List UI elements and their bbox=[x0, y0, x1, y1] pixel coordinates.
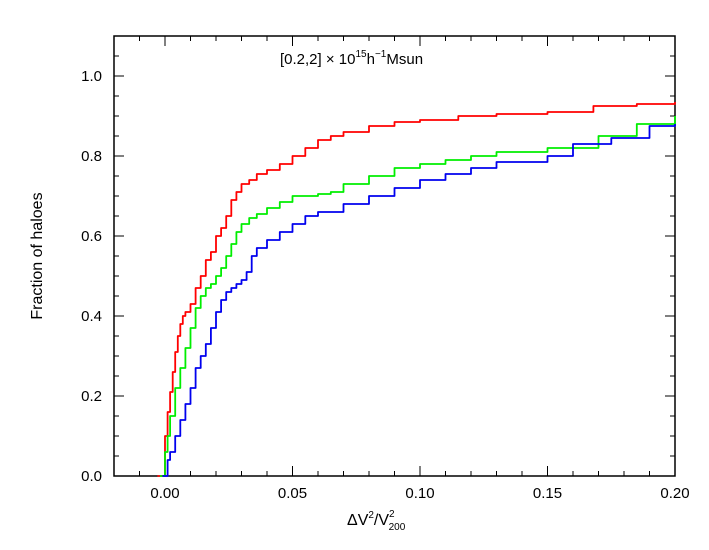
x-axis-label: ΔV2/V2 200 bbox=[347, 509, 406, 533]
chart-annotation: [0.2,2] × 1015h−1Msun bbox=[280, 49, 423, 68]
y-tick-label: 0.2 bbox=[81, 388, 102, 405]
plot-frame bbox=[113, 35, 676, 477]
labels: 0.00 0.05 0.10 0.15 0.20 0.0 0.2 0.4 0.6 0.8 1.0 bbox=[81, 68, 689, 502]
x-tick-label: 0.00 bbox=[150, 485, 179, 502]
series-line-3 bbox=[162, 124, 676, 477]
x-tick-label: 0.05 bbox=[278, 485, 307, 502]
y-tick-label: 0.6 bbox=[81, 228, 102, 245]
x-tick-label: 0.20 bbox=[660, 485, 689, 502]
y-tick-label: 1.0 bbox=[81, 68, 102, 85]
series-line-1 bbox=[157, 102, 676, 477]
x-tick-label: 0.10 bbox=[405, 485, 434, 502]
y-tick-label: 0.0 bbox=[81, 468, 102, 485]
y-axis-label: Fraction of haloes bbox=[29, 192, 46, 319]
y-tick-label: 0.4 bbox=[81, 308, 102, 325]
x-tick-label: 0.15 bbox=[533, 485, 562, 502]
y-tick-label: 0.8 bbox=[81, 148, 102, 165]
series-line-2 bbox=[159, 116, 676, 477]
ticks bbox=[113, 35, 676, 477]
series-group bbox=[157, 102, 676, 477]
